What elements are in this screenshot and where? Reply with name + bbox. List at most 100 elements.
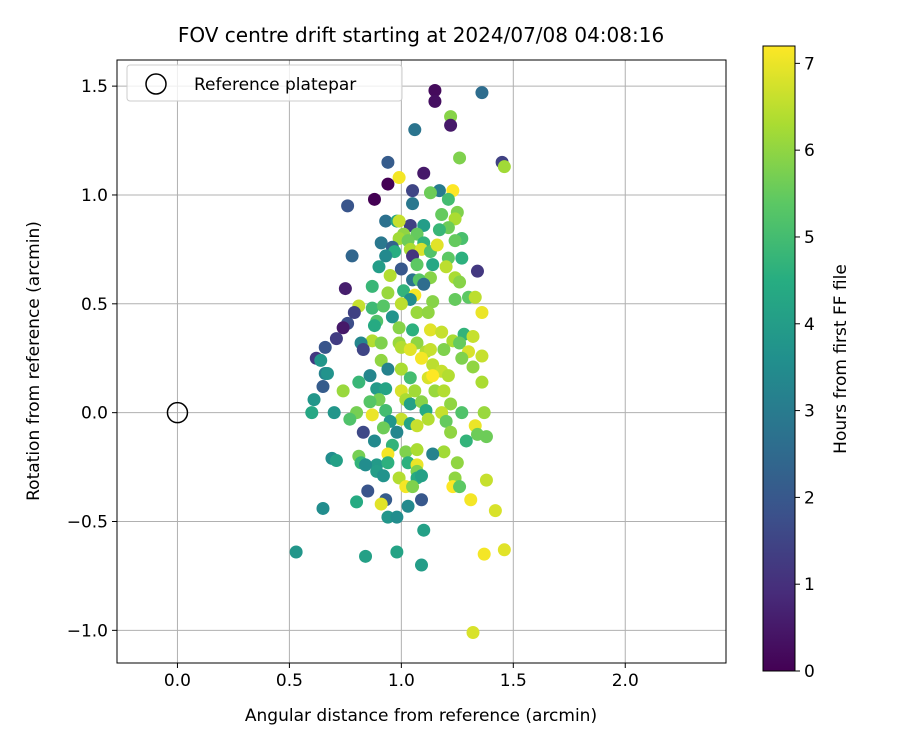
y-axis-label: Rotation from reference (arcmin) <box>24 221 44 501</box>
data-point <box>365 408 379 422</box>
colorbar-label: Hours from first FF file <box>831 264 851 454</box>
data-point <box>336 321 350 335</box>
data-point <box>367 434 381 448</box>
data-point <box>392 171 406 185</box>
data-point <box>448 234 462 248</box>
colorbar-tick-label: 1 <box>804 575 815 595</box>
data-point <box>392 321 406 335</box>
data-point <box>381 177 395 191</box>
data-point <box>403 343 417 357</box>
data-point <box>374 336 388 350</box>
data-point <box>450 456 464 470</box>
data-point <box>329 454 343 468</box>
data-point <box>417 277 431 291</box>
chart-title: FOV centre drift starting at 2024/07/08 … <box>178 23 664 47</box>
data-point <box>403 371 417 385</box>
data-point <box>475 86 489 100</box>
data-point <box>343 412 357 426</box>
data-point <box>477 406 491 420</box>
data-point <box>421 412 435 426</box>
data-point <box>444 118 458 132</box>
data-point <box>475 349 489 363</box>
colorbar-tick-label: 7 <box>804 54 815 74</box>
x-tick-label: 0.5 <box>276 671 303 691</box>
data-point <box>426 258 440 272</box>
scatter-points <box>289 83 511 640</box>
data-point <box>320 366 334 380</box>
data-point <box>475 306 489 320</box>
x-axis-ticks: 0.0 0.5 1.0 1.5 2.0 <box>164 663 639 691</box>
data-point <box>468 290 482 304</box>
data-point <box>415 558 428 572</box>
data-point <box>370 382 384 396</box>
data-point <box>437 343 451 357</box>
data-point <box>350 495 364 509</box>
colorbar-tick-label: 2 <box>804 488 815 508</box>
legend-marker-icon <box>145 73 167 95</box>
data-point <box>423 323 437 337</box>
colorbar-tick-label: 0 <box>804 662 815 682</box>
data-point <box>406 323 420 337</box>
data-point <box>453 480 467 494</box>
data-point <box>347 306 361 320</box>
data-point <box>417 166 431 180</box>
x-tick-label: 1.5 <box>500 671 527 691</box>
data-point <box>421 306 435 320</box>
colorbar: 0 1 2 3 4 5 6 7 Hours from first FF file <box>762 45 851 682</box>
data-point <box>415 469 428 483</box>
data-point <box>365 301 379 315</box>
data-point <box>428 83 442 97</box>
data-point <box>423 186 437 200</box>
data-point <box>432 223 446 237</box>
data-point <box>437 445 451 459</box>
data-point <box>430 238 444 252</box>
data-point <box>385 310 399 324</box>
data-point <box>426 369 440 383</box>
data-point <box>459 434 473 448</box>
colorbar-tick-label: 5 <box>804 228 815 248</box>
colorbar-tick-label: 4 <box>804 315 815 335</box>
data-point <box>453 275 467 289</box>
data-point <box>374 497 388 511</box>
data-point <box>394 362 408 376</box>
data-point <box>408 123 422 137</box>
data-point <box>428 94 442 108</box>
data-point <box>410 443 424 457</box>
data-point <box>466 360 480 374</box>
data-point <box>305 406 319 420</box>
data-point <box>394 262 408 276</box>
data-point <box>374 236 388 250</box>
data-point <box>289 545 303 559</box>
data-point <box>406 197 420 211</box>
data-point <box>410 419 424 433</box>
data-point <box>379 382 393 396</box>
data-point <box>394 297 408 311</box>
data-point <box>316 501 330 515</box>
data-point <box>453 151 467 165</box>
colorbar-ticks: 0 1 2 3 4 5 6 7 <box>795 54 815 682</box>
x-tick-label: 1.0 <box>388 671 415 691</box>
data-point <box>470 264 484 278</box>
data-point <box>367 319 381 333</box>
data-point <box>363 369 377 383</box>
data-point <box>363 395 377 409</box>
data-point <box>376 299 390 313</box>
y-tick-label: 0.5 <box>81 295 108 315</box>
reference-platepar-marker <box>166 401 189 424</box>
data-point <box>488 504 502 518</box>
data-point <box>336 384 350 398</box>
data-point <box>316 380 330 394</box>
data-point <box>415 493 428 507</box>
data-point <box>381 286 395 300</box>
data-point <box>376 469 390 483</box>
data-point <box>455 406 469 420</box>
y-tick-label: 1.5 <box>81 77 108 97</box>
data-point <box>379 403 393 417</box>
data-point <box>307 393 321 407</box>
data-point <box>426 358 440 372</box>
data-point <box>426 295 440 309</box>
data-point <box>381 456 395 470</box>
plot-area: 0.0 0.5 1.0 1.5 2.0 −1.0 −0.5 0.0 0.5 1.0 1.5 <box>67 59 727 691</box>
data-point <box>439 414 453 428</box>
